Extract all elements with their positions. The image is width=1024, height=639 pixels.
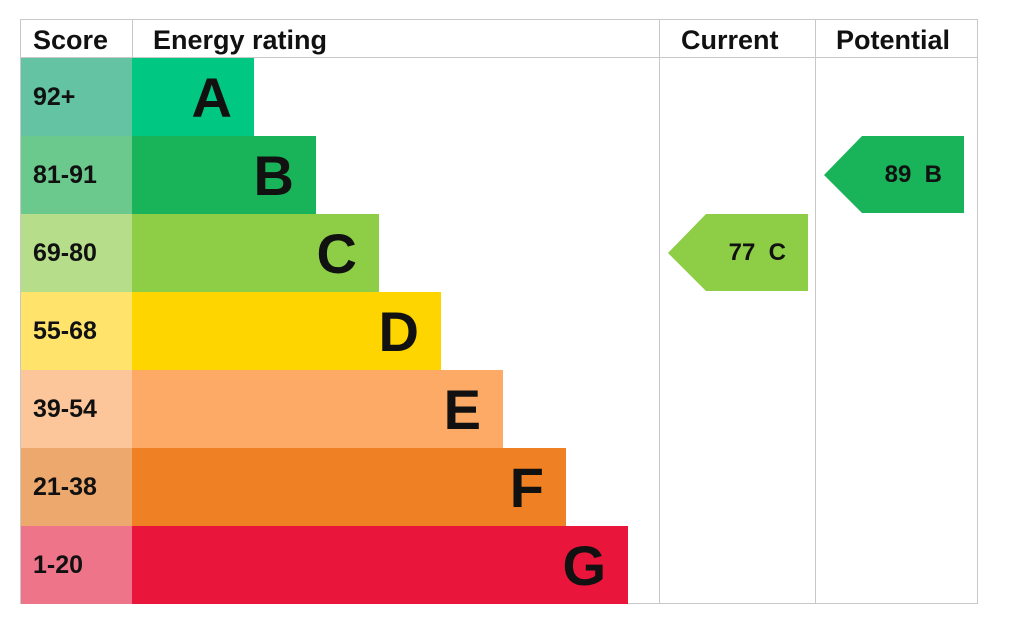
rating-letter: D: [378, 300, 419, 363]
header-potential: Potential: [836, 25, 951, 55]
rating-letter: G: [562, 534, 606, 597]
rating-bar-d: D: [132, 292, 441, 370]
rating-letter: C: [316, 222, 357, 285]
column-divider: [659, 19, 660, 604]
score-range-g: 1-20: [21, 526, 132, 604]
score-range-e: 39-54: [21, 370, 132, 448]
header-current: Current: [681, 25, 779, 55]
current-rating-label: 77 C: [728, 239, 786, 266]
arrow-shape: [668, 214, 808, 291]
rating-letter: F: [509, 456, 544, 519]
score-range-c: 69-80: [21, 214, 132, 292]
rating-bar-b: B: [132, 136, 316, 214]
rating-letter: E: [443, 378, 481, 441]
header-divider: [20, 57, 978, 58]
rating-bar-f: F: [132, 448, 566, 526]
rating-letter: A: [191, 66, 232, 129]
score-range-b: 81-91: [21, 136, 132, 214]
score-range-d: 55-68: [21, 292, 132, 370]
rating-bar-c: C: [132, 214, 379, 292]
rating-letter: B: [253, 144, 294, 207]
potential-rating-arrow: 89 B: [824, 136, 964, 214]
header-energy-rating: Energy rating: [153, 25, 328, 55]
rating-bar-e: E: [132, 370, 503, 448]
score-range-a: 92+: [21, 58, 132, 136]
current-rating-arrow: 77 C: [668, 214, 808, 292]
column-divider: [815, 19, 816, 604]
arrow-shape: [824, 136, 964, 213]
score-range-f: 21-38: [21, 448, 132, 526]
rating-bar-a: A: [132, 58, 254, 136]
header-score: Score: [33, 25, 109, 55]
potential-rating-label: 89 B: [884, 161, 942, 188]
rating-bar-g: G: [132, 526, 628, 604]
